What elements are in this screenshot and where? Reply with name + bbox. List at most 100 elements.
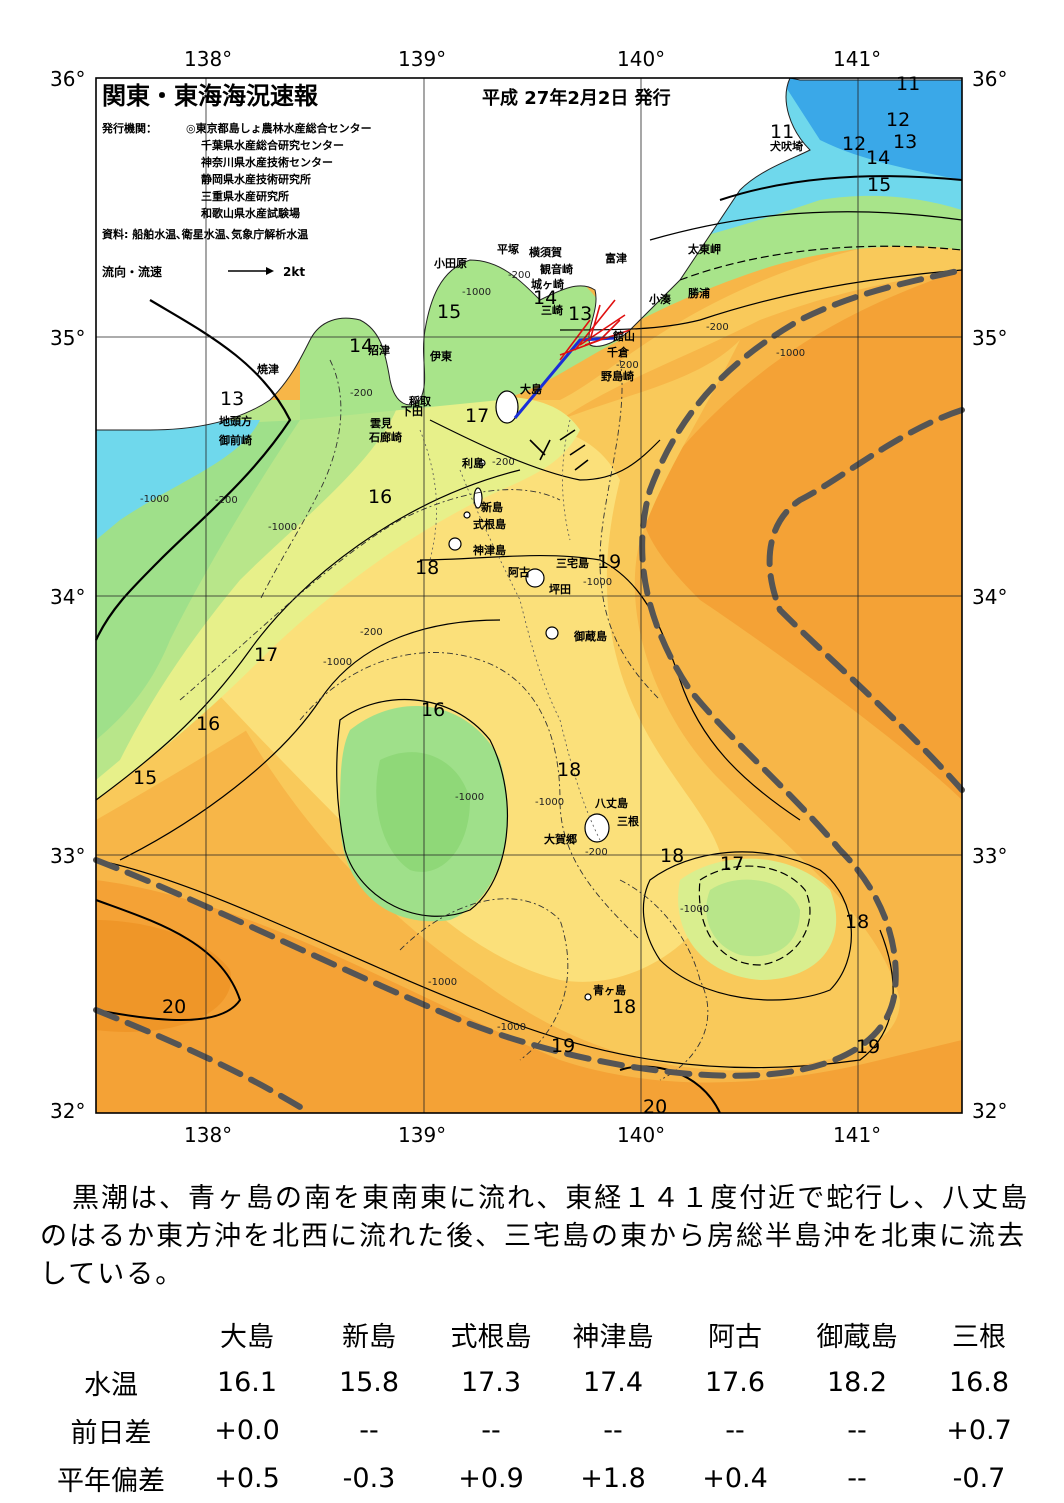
map-header: 関東・東海海況速報 平成 27年2月2日 発行 発行機関： ◎東京都島しょ農林水… <box>101 82 671 279</box>
depth-label: -1000 <box>776 348 805 359</box>
isotherm-label: 19 <box>856 1036 880 1058</box>
lat-label: 33° <box>50 844 85 868</box>
isotherm-label: 12 <box>842 133 866 155</box>
place-label: 稲取 <box>409 394 431 408</box>
issuer: ◎東京都島しょ農林水産総合センター <box>186 121 372 135</box>
place-label: 観音崎 <box>540 262 573 276</box>
place-label: 野島崎 <box>601 369 634 383</box>
isotherm-label: 14 <box>349 335 373 357</box>
column-header: 新島 <box>342 1321 396 1353</box>
column-header: 神津島 <box>572 1321 654 1353</box>
depth-label: -200 <box>350 388 373 399</box>
depth-label: -1000 <box>455 792 484 803</box>
lat-label: 32° <box>972 1099 1007 1123</box>
issuer: 和歌山県水産試験場 <box>201 206 300 220</box>
table-corner <box>36 1310 186 1358</box>
table-cell: 17.4 <box>582 1366 644 1398</box>
place-label: 御前崎 <box>218 433 252 447</box>
isotherm-label: 14 <box>533 287 557 309</box>
isotherm-labels: 11 11 12 12 13 14 15 14 13 15 14 13 17 1… <box>133 73 920 1118</box>
table-cell: +0.0 <box>214 1414 280 1446</box>
table-cell: 16.1 <box>216 1366 278 1398</box>
kozushima-island <box>448 537 462 551</box>
lat-label: 33° <box>972 844 1007 868</box>
place-label: 犬吠埼 <box>770 139 803 153</box>
depth-label: -1000 <box>680 904 709 915</box>
latitude-labels-right: 36° 35° 34° 33° 32° <box>972 67 1007 1123</box>
shelf-contours <box>419 419 601 841</box>
isotherm-label: 16 <box>368 486 392 508</box>
depth-label: -1000 <box>462 287 491 298</box>
place-label: 小田原 <box>433 256 467 270</box>
depth-label: -200 <box>616 360 639 371</box>
place-label: 千倉 <box>607 345 630 359</box>
place-label: 三根 <box>617 814 640 828</box>
longitude-labels-bottom: 138° 139° 140° 141° <box>184 1123 881 1147</box>
land <box>95 77 963 431</box>
table-header-row: 大島 新島 式根島 神津島 阿古 御蔵島 三根 <box>36 1310 1040 1358</box>
isotherm-label: 13 <box>568 303 592 325</box>
summary-text: 黒潮は、青ヶ島の南を東南東に流れ、東経１４１度付近で蛇行し、八丈島のはるか東方沖… <box>40 1180 1030 1294</box>
legend-label: 流向・流速 <box>102 264 162 279</box>
lat-label: 34° <box>972 585 1007 609</box>
lon-label: 140° <box>617 1123 665 1147</box>
isotherm-label: 15 <box>133 767 157 789</box>
isotherm-label: 19 <box>597 551 621 573</box>
table-cell: 15.8 <box>338 1366 400 1398</box>
depth-labels: -200 -1000 -200 -1000 -200 -1000 -200 -2… <box>140 270 805 1033</box>
isotherm-label: 18 <box>612 996 636 1018</box>
column-header: 御蔵島 <box>816 1321 898 1353</box>
table-cell: +1.8 <box>580 1462 646 1494</box>
place-names: 犬吠埼 太東岬 勝浦 小湊 富津 館山 千倉 野島崎 横須賀 観音崎 城ヶ崎 三… <box>218 139 803 997</box>
depth-label: -200 <box>492 457 515 468</box>
isotherm-label: 14 <box>866 147 890 169</box>
row-header: 前日差 <box>70 1417 152 1449</box>
oshima-island <box>495 390 519 424</box>
table-cell: -- <box>847 1462 867 1494</box>
place-label: 小湊 <box>648 292 671 306</box>
lat-label: 35° <box>50 326 85 350</box>
lat-label: 36° <box>972 67 1007 91</box>
lat-label: 35° <box>972 326 1007 350</box>
place-label: 地頭方 <box>219 414 252 428</box>
isotherm-label: 20 <box>162 996 186 1018</box>
depth-label: -200 <box>585 847 608 858</box>
place-label: 下田 <box>401 405 423 418</box>
table-cell: 18.2 <box>826 1366 888 1398</box>
place-label: 石廊崎 <box>368 430 402 444</box>
depth-label: -1000 <box>583 577 612 588</box>
table-cell: -- <box>481 1414 501 1446</box>
place-label: 太東岬 <box>687 242 721 256</box>
table-cell: +0.7 <box>946 1414 1012 1446</box>
place-label: 横須賀 <box>529 245 562 259</box>
isotherm-label: 18 <box>557 759 581 781</box>
issue-date: 平成 27年2月2日 発行 <box>482 87 671 109</box>
issuer: 静岡県水産技術研究所 <box>201 172 311 186</box>
table-cell: -- <box>359 1414 379 1446</box>
isotherm-label: 15 <box>437 301 461 323</box>
place-label: 勝浦 <box>688 286 710 300</box>
isotherm-lines <box>95 175 963 1114</box>
table-cell: -0.3 <box>342 1462 396 1494</box>
table-cell: -- <box>725 1414 745 1446</box>
table-cell: +0.5 <box>214 1462 280 1494</box>
summary-paragraph: 黒潮は、青ヶ島の南を東南東に流れ、東経１４１度付近で蛇行し、八丈島のはるか東方沖… <box>40 1183 1030 1290</box>
lat-label: 36° <box>50 67 85 91</box>
depth-label: -1000 <box>428 977 457 988</box>
hachijojima-island <box>584 813 610 843</box>
isotherm-label: 11 <box>896 73 920 95</box>
toshima-island <box>478 459 486 467</box>
column-header: 大島 <box>220 1321 274 1353</box>
place-label: 平塚 <box>497 242 519 256</box>
lat-label: 32° <box>50 1099 85 1123</box>
column-header: 三根 <box>952 1321 1006 1353</box>
isotherm-label: 17 <box>254 644 278 666</box>
lon-label: 140° <box>617 47 665 71</box>
row-header: 平年偏差 <box>57 1465 165 1497</box>
depth-label: -200 <box>508 270 531 281</box>
shikinejima-island <box>463 511 471 519</box>
legend-unit: 2kt <box>283 265 305 279</box>
place-label: 富津 <box>605 251 627 265</box>
sea-temperature-map: 138° 139° 140° 141° 138° 139° 140° 141° … <box>50 47 1007 1147</box>
place-label: 焼津 <box>257 362 279 376</box>
